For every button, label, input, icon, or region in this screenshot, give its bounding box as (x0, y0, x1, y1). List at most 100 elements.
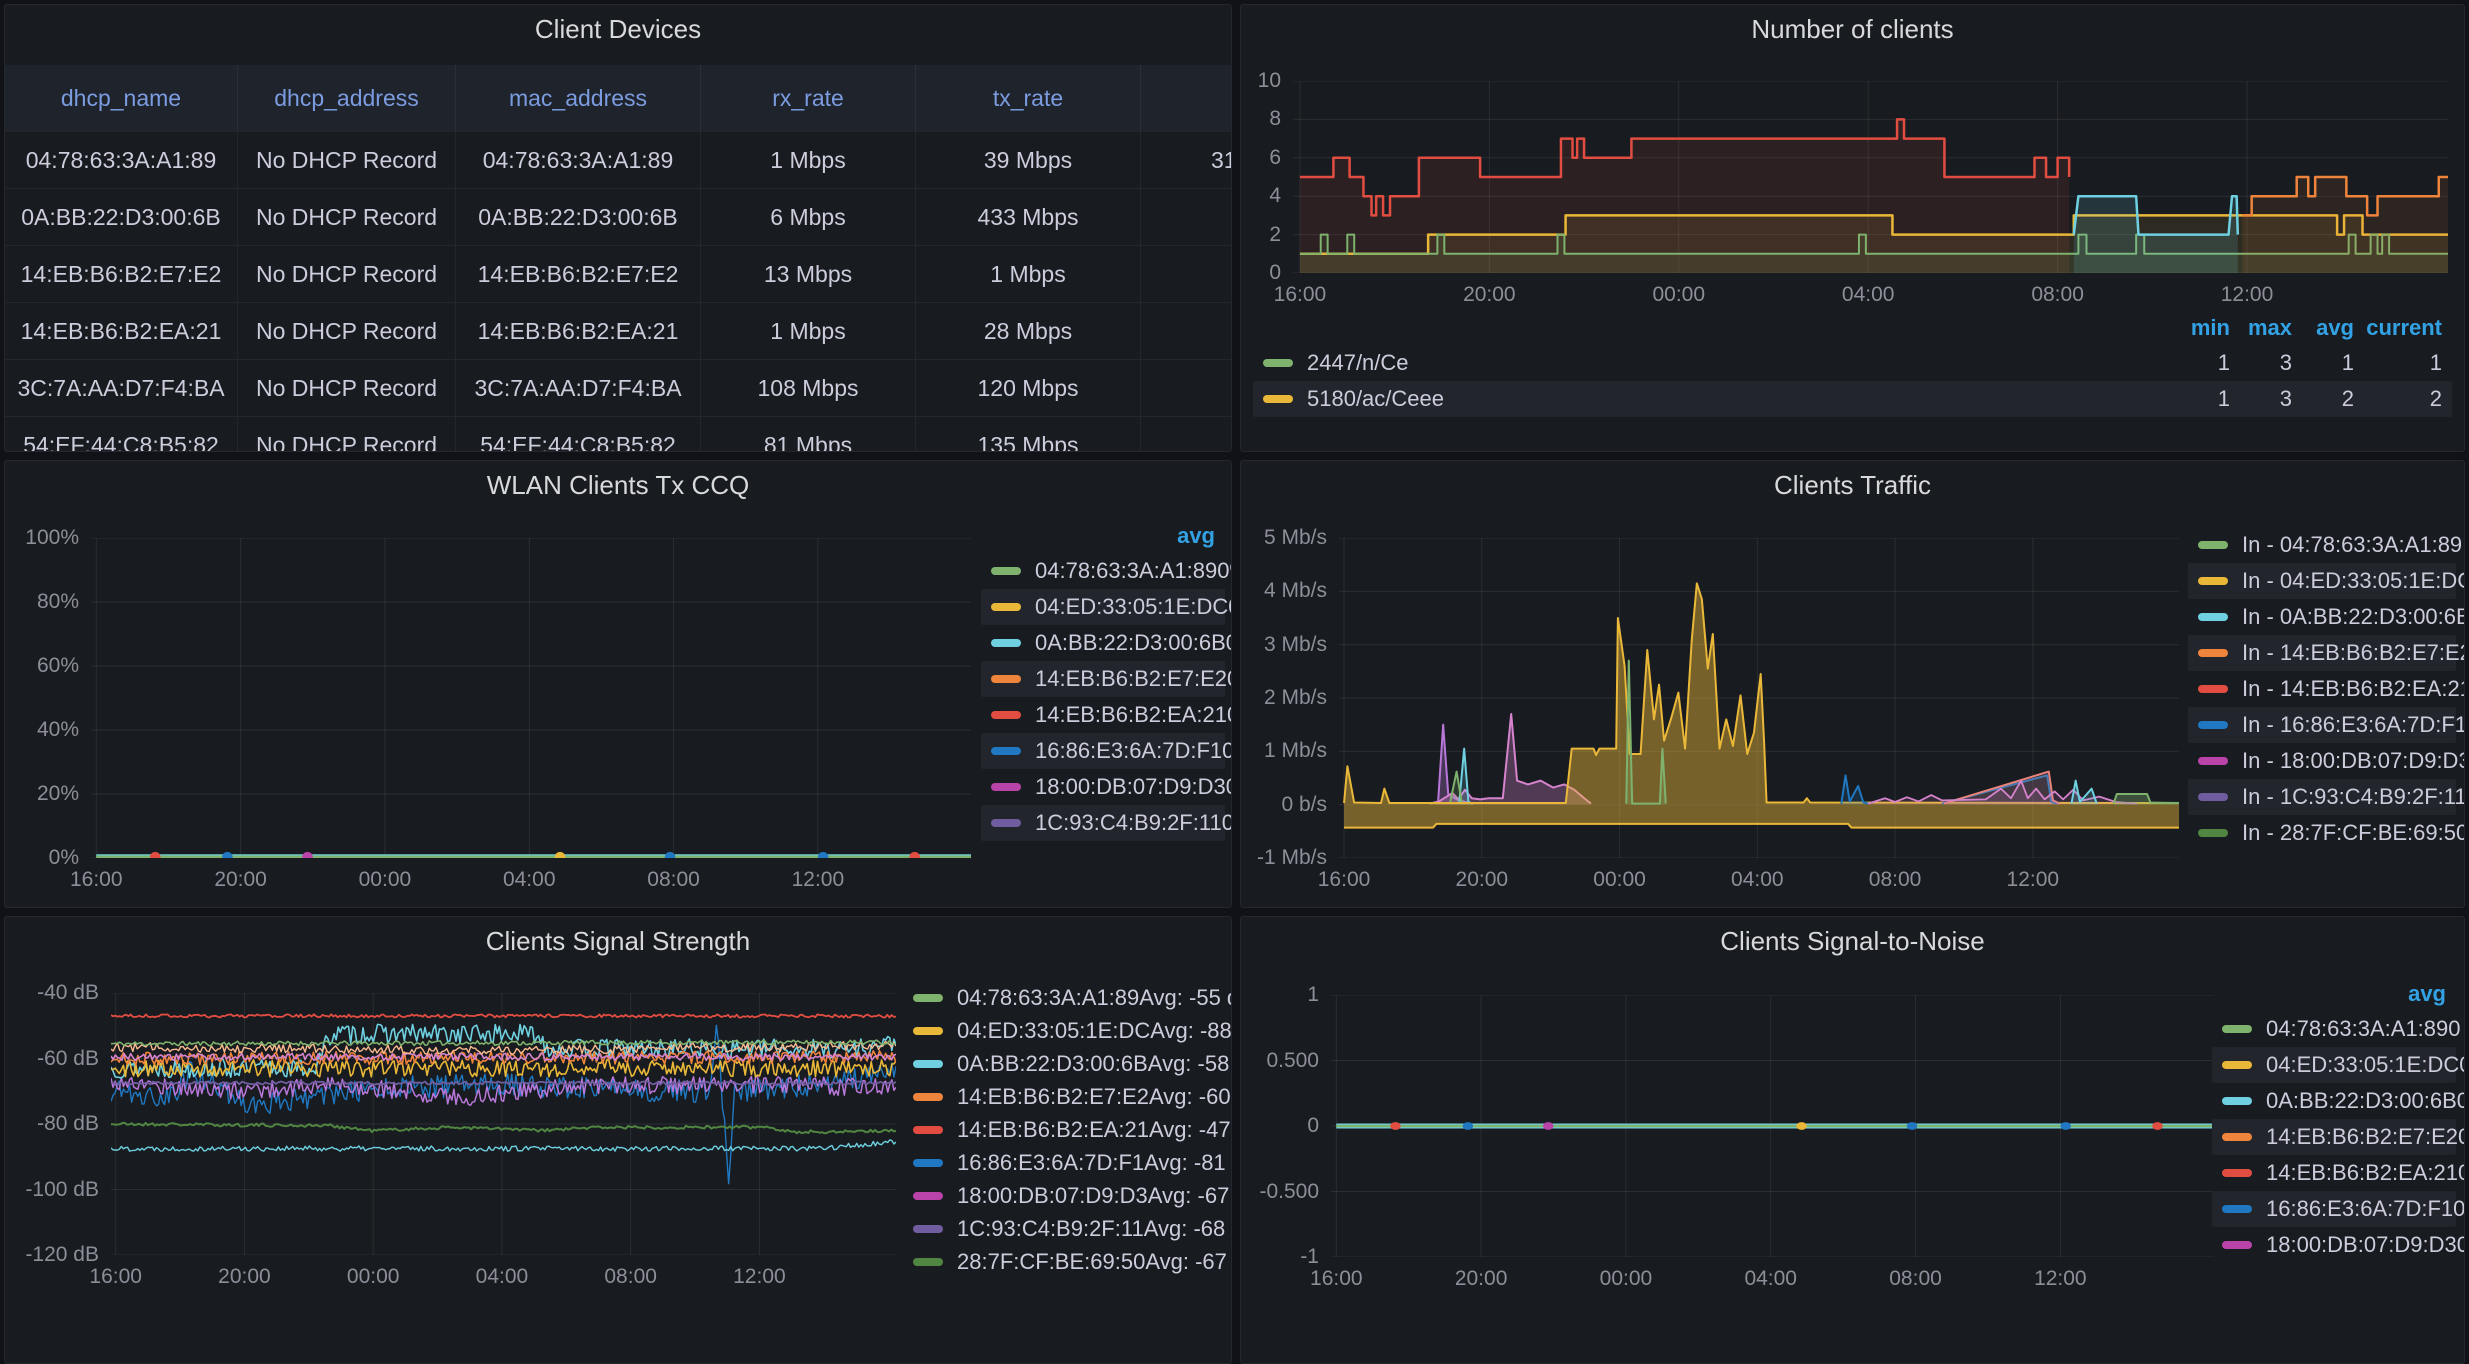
panel-title[interactable]: Number of clients (1241, 5, 2464, 53)
series-current: 2 (2354, 386, 2442, 412)
x-tick-label: 04:00 (503, 868, 556, 892)
legend-item[interactable]: 0A:BB:22:D3:00:6B 0% (981, 625, 1225, 661)
y-tick-label: -1 (1300, 1245, 1319, 1269)
legend-item[interactable]: 5180/ac/Ceee 1 3 2 2 (1253, 381, 2452, 417)
x-tick-label: 04:00 (476, 1265, 529, 1289)
legend-item[interactable]: 04:78:63:3A:A1:89 0 (2212, 1011, 2456, 1047)
legend-item[interactable]: 16:86:E3:6A:7D:F1 0 (2212, 1191, 2456, 1227)
panel-title[interactable]: WLAN Clients Tx CCQ (5, 461, 1231, 509)
cell-dhcp-address: No DHCP Record (238, 188, 456, 245)
legend-item[interactable]: 14:EB:B6:B2:E7:E2 Avg: -60 dB (903, 1080, 1221, 1113)
plot-area[interactable]: 16:0020:0000:0004:0008:0012:00 (1339, 538, 2179, 858)
column-header[interactable]: dhcp_address (238, 65, 456, 131)
series-avg-value: Avg: -81 dB (1144, 1150, 1232, 1176)
panel-title[interactable]: Clients Signal-to-Noise (1241, 917, 2464, 965)
legend-item[interactable]: In - 18:00:DB:07:D9:D3 (2188, 743, 2456, 779)
legend-stat-header[interactable]: avg (2292, 315, 2354, 341)
x-tick-label: 12:00 (2221, 283, 2274, 307)
series-avg: 2 (2292, 386, 2354, 412)
series-avg-value: 0% (1228, 594, 1232, 620)
legend-item[interactable]: In - 14:EB:B6:B2:EA:21 (2188, 671, 2456, 707)
legend-item[interactable]: 04:ED:33:05:1E:DC 0% (981, 589, 1225, 625)
legend-item[interactable]: 04:78:63:3A:A1:89 0% (981, 553, 1225, 589)
plot-area[interactable]: 16:0020:0000:0004:0008:0012:00 (1331, 995, 2214, 1257)
number-of-clients-chart[interactable]: 0246810 16:0020:0000:0004:0008:0012:00 (1251, 81, 2448, 273)
legend-item[interactable]: 14:EB:B6:B2:EA:21 Avg: -47 dB (903, 1113, 1221, 1146)
traffic-chart[interactable]: -1 Mb/s0 b/s1 Mb/s2 Mb/s3 Mb/s4 Mb/s5 Mb… (1251, 538, 2179, 858)
column-header[interactable]: dhcp_name (5, 65, 238, 131)
legend-stat-header[interactable]: min (2168, 315, 2230, 341)
table-row: 0A:BB:22:D3:00:6B No DHCP Record 0A:BB:2… (5, 188, 1231, 245)
legend-item[interactable]: In - 1C:93:C4:B9:2F:11 (2188, 779, 2456, 815)
legend-item[interactable]: 14:EB:B6:B2:E7:E2 0 (2212, 1119, 2456, 1155)
series-label: 04:78:63:3A:A1:89 (1035, 558, 1217, 584)
series-color-swatch (991, 819, 1021, 827)
x-tick-label: 08:00 (647, 868, 700, 892)
legend-avg-header[interactable]: avg (2212, 977, 2456, 1011)
series-color-swatch (2222, 1097, 2252, 1105)
legend-item[interactable]: 14:EB:B6:B2:EA:21 0 (2212, 1155, 2456, 1191)
legend-item[interactable]: In - 14:EB:B6:B2:E7:E2 (2188, 635, 2456, 671)
legend-item[interactable]: 0A:BB:22:D3:00:6B 0 (2212, 1083, 2456, 1119)
snr-legend: avg 04:78:63:3A:A1:89 0 04:ED:33:05:1E:D… (2212, 977, 2456, 1263)
column-header[interactable] (1141, 65, 1231, 131)
column-header[interactable]: tx_rate (916, 65, 1141, 131)
series-label: In - 18:00:DB:07:D9:D3 (2242, 748, 2465, 774)
legend-item[interactable]: In - 0A:BB:22:D3:00:6B (2188, 599, 2456, 635)
column-header[interactable]: mac_address (456, 65, 701, 131)
plot-area[interactable]: 16:0020:0000:0004:0008:0012:00 (91, 538, 971, 858)
legend-item[interactable]: 04:ED:33:05:1E:DC 0 (2212, 1047, 2456, 1083)
legend-item[interactable]: 1C:93:C4:B9:2F:11 0% (981, 805, 1225, 841)
cell-dhcp-name: 54:EF:44:C8:B5:82 (5, 416, 238, 452)
cell-rx-rate: 6 Mbps (701, 188, 916, 245)
series-color-swatch (2222, 1169, 2252, 1177)
y-axis-labels: -40 dB-60 dB-80 dB-100 dB-120 dB (15, 993, 111, 1255)
legend-stat-header[interactable]: current (2354, 315, 2442, 341)
signal-strength-chart[interactable]: -40 dB-60 dB-80 dB-100 dB-120 dB 16:0020… (15, 993, 896, 1255)
legend-item[interactable]: In - 16:86:E3:6A:7D:F1 (2188, 707, 2456, 743)
legend-item[interactable]: 18:00:DB:07:D9:D3 0% (981, 769, 1225, 805)
panel-title[interactable]: Clients Signal Strength (5, 917, 1231, 965)
legend-stat-header[interactable]: max (2230, 315, 2292, 341)
legend-item[interactable]: In - 04:78:63:3A:A1:89 (2188, 527, 2456, 563)
legend-item[interactable]: 04:78:63:3A:A1:89 Avg: -55 dB (903, 981, 1221, 1014)
legend-item[interactable]: 1C:93:C4:B9:2F:11 Avg: -68 dB (903, 1212, 1221, 1245)
y-tick-label: 6 (1269, 146, 1281, 170)
y-tick-label: 5 Mb/s (1264, 526, 1327, 550)
legend-item[interactable]: 18:00:DB:07:D9:D3 Avg: -67 dB (903, 1179, 1221, 1212)
legend-item[interactable]: 14:EB:B6:B2:E7:E2 0% (981, 661, 1225, 697)
panel-title[interactable]: Clients Traffic (1241, 461, 2464, 509)
series-label: 14:EB:B6:B2:E7:E2 (2266, 1124, 2458, 1150)
series-label: 16:86:E3:6A:7D:F1 (2266, 1196, 2453, 1222)
legend-item[interactable]: In - 04:ED:33:05:1E:DC (2188, 563, 2456, 599)
legend-item[interactable]: 18:00:DB:07:D9:D3 0 (2212, 1227, 2456, 1263)
legend-avg-header[interactable]: avg (981, 519, 1225, 553)
legend-item[interactable]: 28:7F:CF:BE:69:50 Avg: -67 dB (903, 1245, 1221, 1278)
x-tick-label: 04:00 (1731, 868, 1784, 892)
legend-item[interactable]: 2447/n/Ce 1 3 1 1 (1253, 345, 2452, 381)
panel-wlan-clients-tx-ccq: WLAN Clients Tx CCQ 0%20%40%60%80%100% 1… (4, 460, 1232, 908)
legend-item[interactable]: 14:EB:B6:B2:EA:21 0% (981, 697, 1225, 733)
x-tick-label: 16:00 (1310, 1267, 1363, 1291)
legend-item[interactable]: 0A:BB:22:D3:00:6B Avg: -58 dB (903, 1047, 1221, 1080)
ccq-chart[interactable]: 0%20%40%60%80%100% 16:0020:0000:0004:000… (15, 538, 971, 858)
cell-dhcp-name: 3C:7A:AA:D7:F4:BA (5, 359, 238, 416)
cell-dhcp-name: 04:78:63:3A:A1:89 (5, 131, 238, 188)
series-avg-value: Avg: -67 dB (1145, 1249, 1232, 1275)
legend-item[interactable]: In - 28:7F:CF:BE:69:50 (2188, 815, 2456, 851)
column-header[interactable]: rx_rate (701, 65, 916, 131)
cell-extra: 31 (1141, 131, 1231, 188)
panel-clients-signal-to-noise: Clients Signal-to-Noise -1-0.50000.5001 … (1240, 916, 2465, 1364)
legend-item[interactable]: 16:86:E3:6A:7D:F1 Avg: -81 dB (903, 1146, 1221, 1179)
series-avg-value: 0 (2458, 1160, 2465, 1186)
plot-area[interactable]: 16:0020:0000:0004:0008:0012:00 (1293, 81, 2448, 273)
series-max: 3 (2230, 350, 2292, 376)
legend-item[interactable]: 04:ED:33:05:1E:DC Avg: -88 dB (903, 1014, 1221, 1047)
y-tick-label: 3 Mb/s (1264, 633, 1327, 657)
panel-title[interactable]: Client Devices (5, 5, 1231, 53)
legend-item[interactable]: 16:86:E3:6A:7D:F1 0% (981, 733, 1225, 769)
plot-area[interactable]: 16:0020:0000:0004:0008:0012:00 (111, 993, 896, 1255)
table-row: 14:EB:B6:B2:E7:E2 No DHCP Record 14:EB:B… (5, 245, 1231, 302)
snr-chart[interactable]: -1-0.50000.5001 16:0020:0000:0004:0008:0… (1251, 995, 2214, 1257)
x-tick-label: 20:00 (1455, 1267, 1508, 1291)
